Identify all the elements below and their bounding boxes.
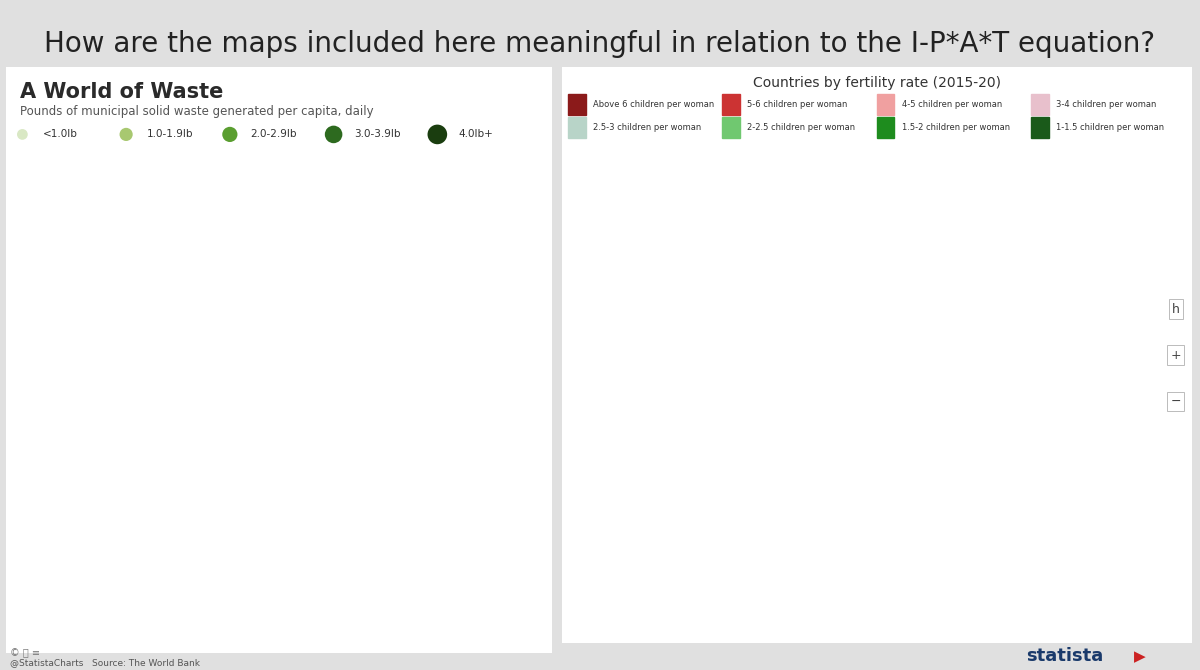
FancyBboxPatch shape [568,94,586,115]
Text: 1-1.5 children per woman: 1-1.5 children per woman [1056,123,1164,132]
Text: Above 6 children per woman: Above 6 children per woman [593,100,714,109]
Text: How are the maps included here meaningful in relation to the I-P*A*T equation?: How are the maps included here meaningfu… [44,30,1156,58]
Text: 1.0-1.9lb: 1.0-1.9lb [146,129,193,139]
FancyBboxPatch shape [568,117,586,139]
FancyBboxPatch shape [1031,117,1049,139]
Text: 3.0-3.9lb: 3.0-3.9lb [354,129,401,139]
Text: 2.5-3 children per woman: 2.5-3 children per woman [593,123,701,132]
Text: 5-6 children per woman: 5-6 children per woman [748,100,848,109]
Text: 3-4 children per woman: 3-4 children per woman [1056,100,1157,109]
Text: 2-2.5 children per woman: 2-2.5 children per woman [748,123,856,132]
Text: statista: statista [1026,647,1103,665]
Text: © ⓘ ≡: © ⓘ ≡ [10,648,40,658]
Text: 1.5-2 children per woman: 1.5-2 children per woman [902,123,1010,132]
Text: 4.0lb+: 4.0lb+ [458,129,493,139]
Text: h: h [1172,302,1180,316]
Text: +: + [1170,348,1181,362]
Text: 2.0-2.9lb: 2.0-2.9lb [251,129,298,139]
FancyBboxPatch shape [722,117,740,139]
FancyBboxPatch shape [1031,94,1049,115]
Text: @StatistaCharts   Source: The World Bank: @StatistaCharts Source: The World Bank [10,658,199,667]
FancyBboxPatch shape [877,94,894,115]
Text: A World of Waste: A World of Waste [19,82,223,102]
Text: <1.0lb: <1.0lb [43,129,78,139]
FancyBboxPatch shape [877,117,894,139]
FancyBboxPatch shape [722,94,740,115]
Text: Pounds of municipal solid waste generated per capita, daily: Pounds of municipal solid waste generate… [19,105,373,118]
Text: Countries by fertility rate (2015-20): Countries by fertility rate (2015-20) [752,76,1001,90]
Text: −: − [1171,395,1181,408]
Text: 4-5 children per woman: 4-5 children per woman [902,100,1002,109]
Text: ▶: ▶ [1134,650,1146,665]
